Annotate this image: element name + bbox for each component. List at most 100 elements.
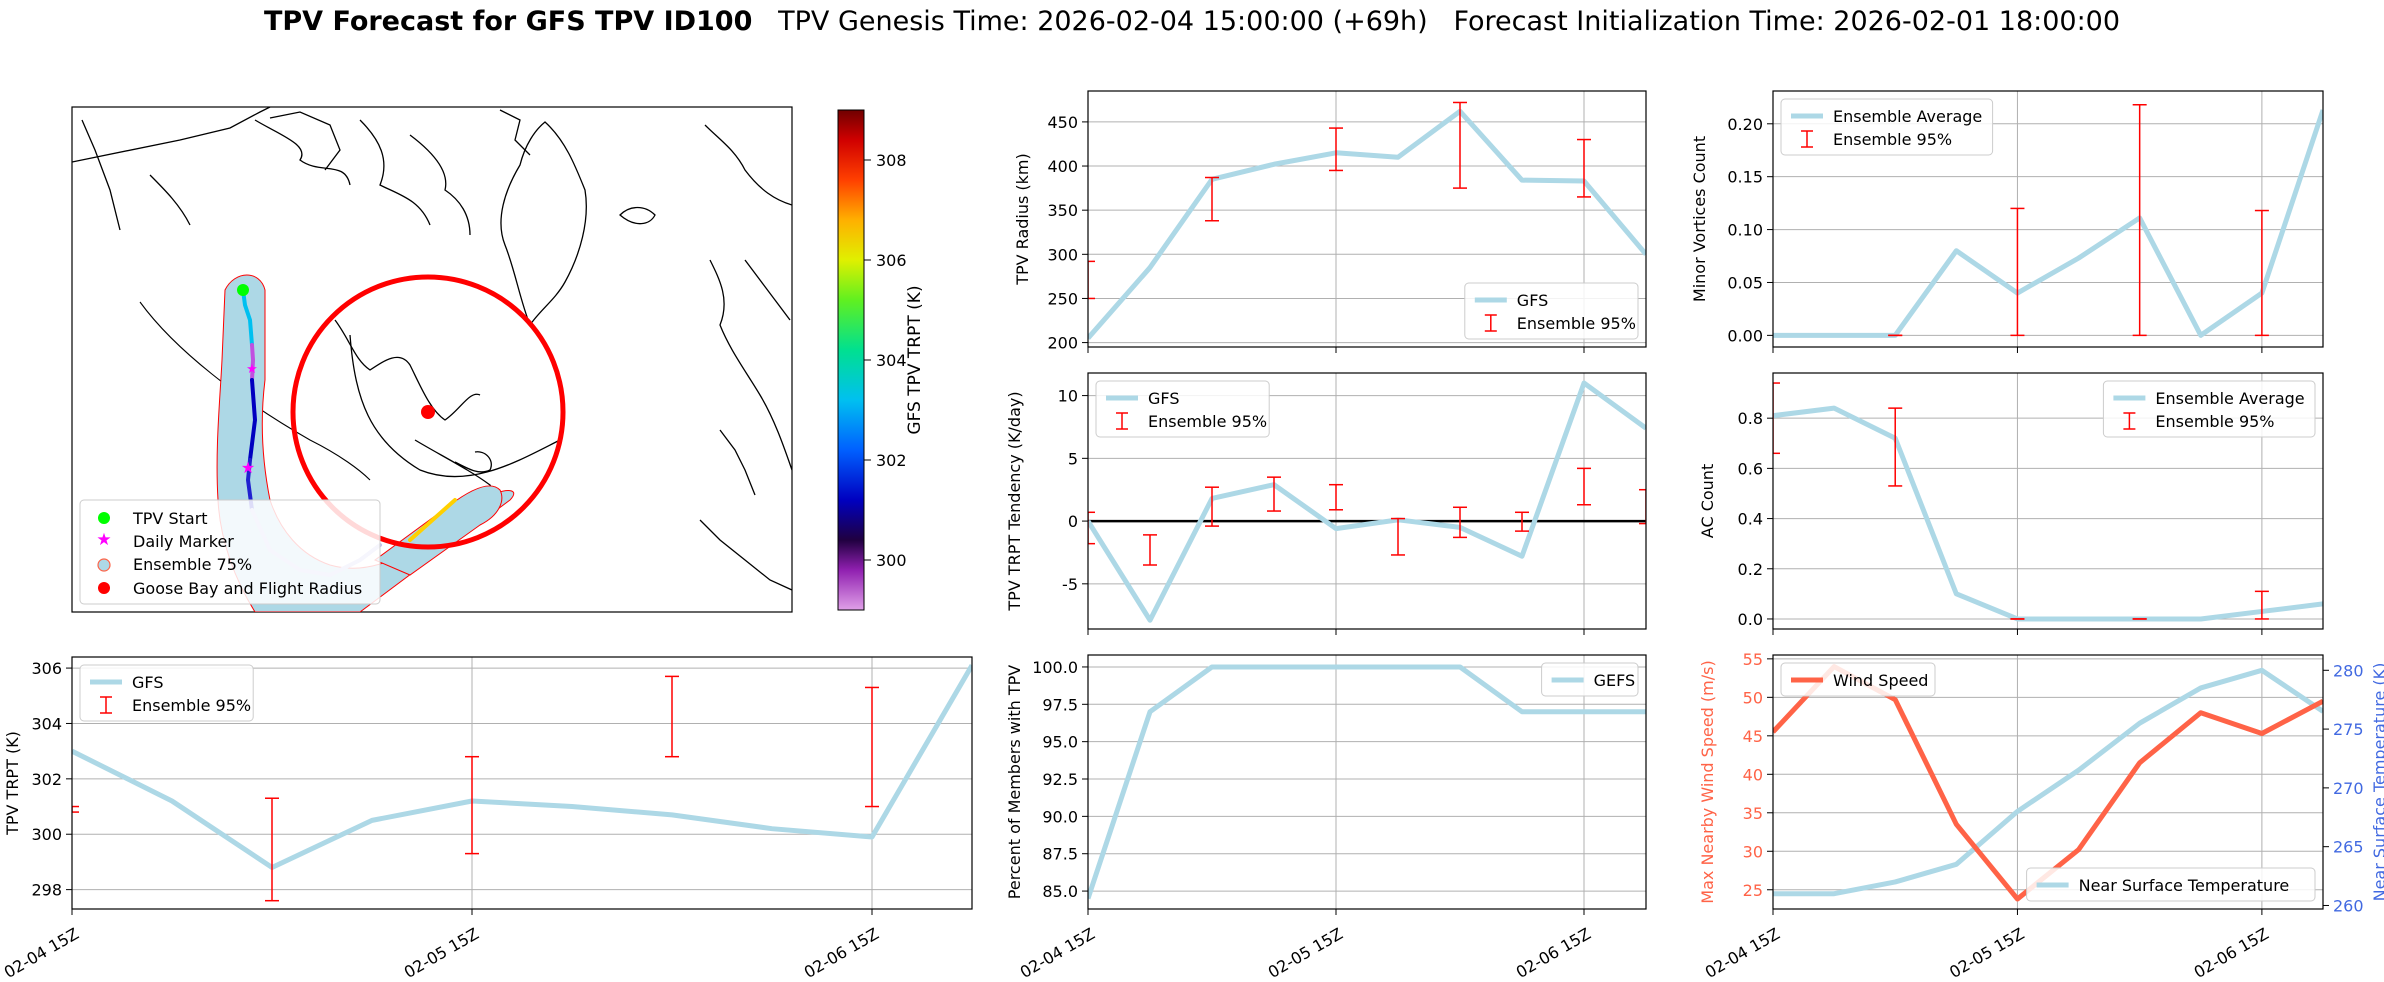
plot-area-tendency	[1088, 380, 1646, 623]
x-tick-label-members-1: 02-05 15Z	[1265, 924, 1346, 982]
y2-tick-label-wind-3: 275	[2333, 720, 2364, 739]
y-label-tendency: TPV TRPT Tendency (K/day)	[1005, 391, 1024, 611]
coast-alaska	[81, 119, 121, 231]
map-legend-box	[79, 499, 381, 605]
frame-members	[1087, 654, 1647, 910]
colorbar: 300 302 304 306 308 GFS TPV TRPT (K)	[837, 109, 925, 611]
legend-label-tendency-0: GFS	[1148, 389, 1179, 408]
y-label-ac: AC Count	[1698, 464, 1717, 538]
map-legend-label-3: Goose Bay and Flight Radius	[133, 579, 362, 598]
y-tick-label-ac-0: 0.0	[1738, 610, 1763, 629]
title-main: TPV Forecast for GFS TPV ID100	[263, 6, 753, 37]
y-tick-label-tendency-2: 5	[1068, 449, 1078, 468]
coast-island-1	[254, 119, 351, 186]
y-axis-tendency: -5 0 5 10	[1058, 387, 1088, 594]
colorbar-tick-label-1: 302	[876, 451, 907, 470]
coast-labrador	[334, 319, 481, 421]
y-tick-label-members-1: 87.5	[1042, 845, 1078, 864]
x-tick-label-trpt-0: 02-04 15Z	[1, 924, 82, 982]
daily-marker-star-2: ★	[246, 362, 258, 377]
map-legend-label-2: Ensemble 75%	[133, 555, 252, 574]
chart-wind: 260 265 270 275 280 Near Surface Temperature …	[1698, 650, 2384, 982]
chart-trpt: 298 300 302 304 306 TPV TRPT (K) 02-04 15Z 02-0…	[1, 656, 973, 982]
y-tick-label-wind-6: 55	[1743, 650, 1763, 669]
y-tick-label-wind-1: 30	[1743, 842, 1763, 861]
legend2-label-wind: Near Surface Temperature	[2079, 876, 2290, 895]
y-tick-label-wind-4: 45	[1743, 727, 1763, 746]
legend-members: GEFS	[1541, 662, 1639, 697]
y-tick-label-radius-1: 250	[1047, 289, 1078, 308]
x-tick-label-trpt-2: 02-06 15Z	[801, 924, 882, 982]
y-tick-label-wind-5: 50	[1743, 688, 1763, 707]
series-line-trpt	[72, 664, 972, 870]
legend-box-minor	[1780, 98, 1994, 156]
y-tick-label-trpt-3: 304	[31, 714, 62, 733]
y2-axis-wind: 260 265 270 275 280	[2323, 661, 2364, 915]
y-tick-label-minor-4: 0.20	[1727, 115, 1763, 134]
y-tick-label-ac-3: 0.6	[1738, 459, 1763, 478]
y-tick-label-members-4: 95.0	[1042, 733, 1078, 752]
map-legend-label-0: TPV Start	[132, 509, 208, 528]
x-tick-label-wind-0: 02-04 15Z	[1702, 924, 1783, 982]
y-tick-label-tendency-1: 0	[1068, 512, 1078, 531]
series-line-wind	[1773, 664, 2323, 902]
y-tick-label-trpt-4: 306	[31, 659, 62, 678]
x-tick-label-trpt-1: 02-05 15Z	[401, 924, 482, 982]
y-tick-label-members-3: 92.5	[1042, 770, 1078, 789]
y-tick-label-trpt-0: 298	[31, 881, 62, 900]
goose-bay-marker	[421, 405, 435, 419]
frame-radius	[1087, 90, 1647, 348]
y-axis-wind: 25 30 35 40 45 50 55	[1743, 650, 1773, 900]
colorbar-tick-label-0: 300	[876, 551, 907, 570]
tpv-start-marker	[237, 284, 249, 296]
y-tick-label-wind-3: 40	[1743, 765, 1763, 784]
legend-ac: Ensemble Average Ensemble 95%	[2102, 380, 2316, 438]
y-tick-label-radius-5: 450	[1047, 113, 1078, 132]
legend-radius: GFS Ensemble 95%	[1464, 282, 1639, 340]
coast-arctic	[72, 107, 271, 163]
legend-label-tendency-1: Ensemble 95%	[1148, 412, 1267, 431]
ensemble-75-tail	[373, 485, 503, 576]
coast-island-5	[499, 109, 531, 156]
x-tick-label-wind-2: 02-06 15Z	[2191, 924, 2272, 982]
track-seg-2	[250, 343, 256, 382]
y2-label-wind: Near Surface Temperature (K)	[2370, 663, 2384, 902]
legend-box-members	[1541, 662, 1639, 697]
legend-minor: Ensemble Average Ensemble 95%	[1780, 98, 1994, 156]
legend2-wind: Near Surface Temperature	[2026, 867, 2316, 902]
chart-minor: 0.00 0.05 0.10 0.15 0.20 Minor Vortices Count…	[1690, 90, 2324, 353]
border-line	[139, 301, 371, 481]
frame-wind	[1772, 654, 2324, 910]
legend-label-minor-0: Ensemble Average	[1833, 107, 1982, 126]
y-axis-trpt: 298 300 302 304 306	[31, 659, 72, 900]
y-label-wind: Max Nearby Wind Speed (m/s)	[1698, 660, 1717, 903]
errorbars-trpt	[72, 675, 879, 902]
legend-label-minor-1: Ensemble 95%	[1833, 130, 1952, 149]
y-tick-label-members-5: 97.5	[1042, 695, 1078, 714]
title-genesis: TPV Genesis Time: 2026-02-04 15:00:00 (+…	[778, 6, 1428, 37]
legend-box-ac	[2102, 380, 2316, 438]
y-axis-radius: 200 250 300 350 400 450	[1047, 113, 1088, 353]
y-tick-label-trpt-1: 300	[31, 825, 62, 844]
legend-label-ac-0: Ensemble Average	[2155, 389, 2304, 408]
legend-box-trpt	[79, 664, 254, 722]
y-label-trpt: TPV TRPT (K)	[3, 731, 22, 836]
coast-iceland	[619, 206, 656, 225]
track-seg-3	[248, 378, 258, 462]
errorbars-radius	[1088, 101, 1591, 300]
series-line-minor	[1773, 109, 2323, 338]
legend-label-members-0: GEFS	[1594, 671, 1636, 690]
y-label-members: Percent of Members with TPV	[1005, 665, 1024, 899]
coast-europe	[709, 259, 792, 471]
plot-area-minor	[1773, 104, 2323, 338]
x-tick-label-members-2: 02-06 15Z	[1513, 924, 1594, 982]
frame-ac	[1772, 372, 2324, 630]
legend-box-tendency	[1095, 380, 1270, 438]
frame-trpt	[71, 656, 973, 910]
legend-box-wind	[1780, 662, 1936, 697]
y-tick-label-minor-0: 0.00	[1727, 326, 1763, 345]
y-tick-label-trpt-2: 302	[31, 770, 62, 789]
y-label-radius: TPV Radius (km)	[1013, 153, 1032, 286]
y-tick-label-ac-1: 0.2	[1738, 560, 1763, 579]
coast-island-4	[409, 134, 471, 236]
